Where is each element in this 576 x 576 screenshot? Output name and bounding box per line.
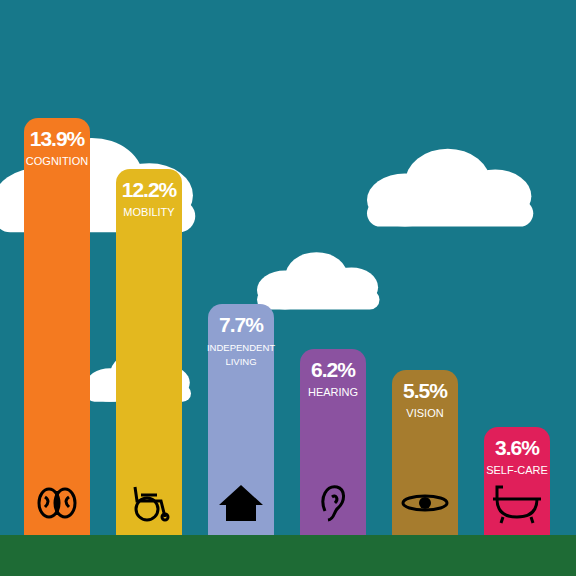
svg-text:COGNITION: COGNITION (26, 155, 88, 167)
svg-text:13.9%: 13.9% (30, 127, 86, 150)
svg-text:6.2%: 6.2% (311, 358, 356, 381)
svg-text:5.5%: 5.5% (403, 379, 448, 402)
svg-text:LIVING: LIVING (225, 356, 256, 367)
svg-text:7.7%: 7.7% (219, 313, 264, 336)
svg-text:SELF-CARE: SELF-CARE (486, 464, 548, 476)
svg-text:MOBILITY: MOBILITY (123, 206, 175, 218)
svg-text:3.6%: 3.6% (495, 436, 540, 459)
svg-text:HEARING: HEARING (308, 386, 358, 398)
svg-text:INDEPENDENT: INDEPENDENT (207, 342, 275, 353)
svg-text:12.2%: 12.2% (122, 178, 178, 201)
svg-text:VISION: VISION (406, 407, 443, 419)
